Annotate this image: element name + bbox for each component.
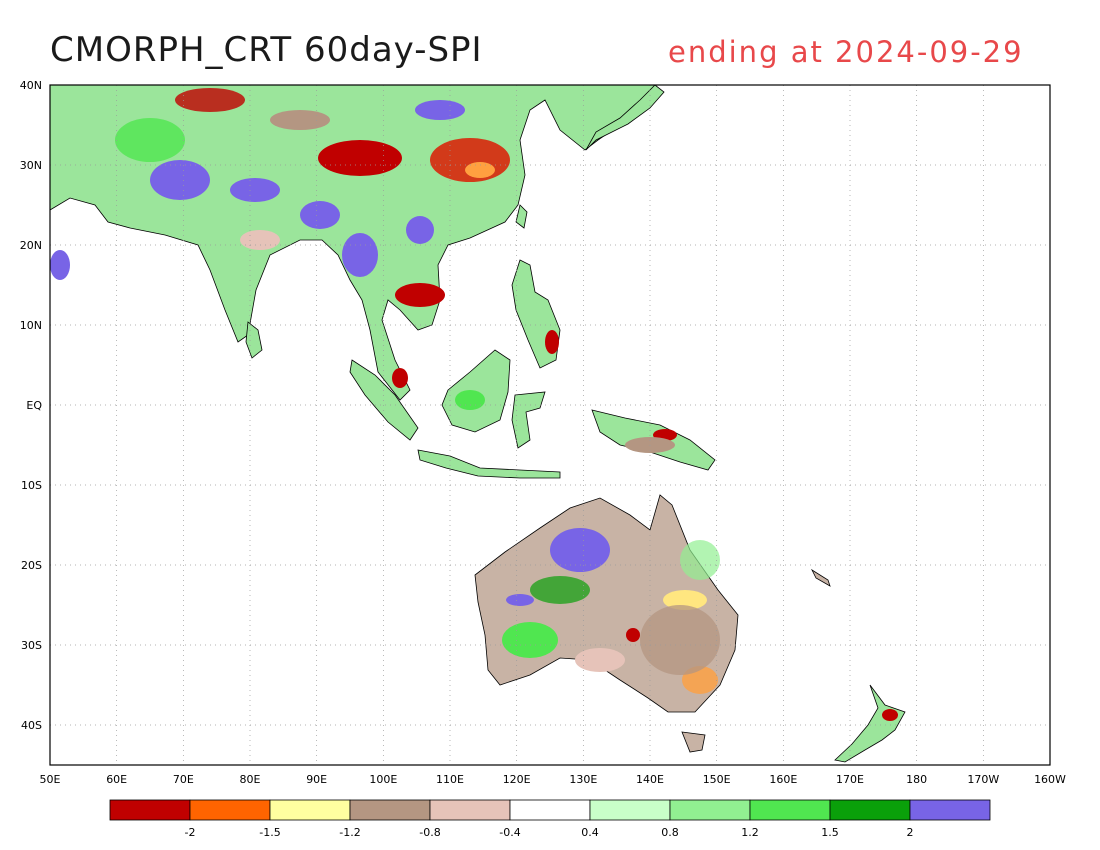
land-layer: [50, 85, 906, 763]
tasmania: [681, 731, 706, 753]
lat-tick-label: 30S: [21, 639, 42, 652]
legend-label: 1.2: [741, 826, 759, 839]
lon-tick-label: 80E: [240, 773, 261, 786]
lon-tick-label: 160E: [769, 773, 797, 786]
sri-lanka: [245, 321, 263, 359]
legend-swatch: [669, 799, 751, 821]
new-caledonia: [811, 568, 831, 587]
legend-label: -1.5: [259, 826, 280, 839]
lat-tick-label: 40N: [20, 79, 42, 92]
lon-tick-label: 130E: [569, 773, 597, 786]
legend-swatch: [429, 799, 511, 821]
legend-label: -2: [185, 826, 196, 839]
legend-swatch: [269, 799, 351, 821]
lon-tick-label: 140E: [636, 773, 664, 786]
lat-tick-label: 40S: [21, 719, 42, 732]
sulawesi: [511, 391, 546, 449]
date-label: ending at 2024-09-29: [668, 35, 1024, 69]
legend-label: -0.8: [419, 826, 440, 839]
lat-tick-label: 30N: [20, 159, 42, 172]
lon-tick-label: 170E: [836, 773, 864, 786]
spi-patches: [50, 88, 898, 721]
legend-label: -0.4: [499, 826, 520, 839]
legend-label: 0.8: [661, 826, 679, 839]
legend-label: -1.2: [339, 826, 360, 839]
legend-swatch: [109, 799, 191, 821]
legend-label: 0.4: [581, 826, 599, 839]
lon-tick-label: 170W: [967, 773, 999, 786]
legend-swatch: [909, 799, 991, 821]
longitude-labels: 50E 60E 70E 80E 90E 100E 110E 120E 130E 140E 150E 1…: [40, 773, 1067, 786]
legend-label: 2: [907, 826, 914, 839]
latitude-labels: 40N 30N 20N 10N EQ 10S 20S 30S 40S: [20, 79, 43, 732]
color-legend: -2 -1.5 -1.2 -0.8 -0.4 0.4 0.8 1.2 1.5 2: [109, 799, 991, 839]
sumatra: [349, 359, 419, 441]
lon-tick-label: 70E: [173, 773, 194, 786]
lon-tick-label: 50E: [40, 773, 61, 786]
map-title: CMORPH_CRT 60day-SPI: [50, 30, 483, 70]
new-zealand: [834, 684, 906, 763]
legend-swatch: [349, 799, 431, 821]
lon-tick-label: 160W: [1034, 773, 1066, 786]
legend-swatch: [829, 799, 911, 821]
lon-tick-label: 180: [906, 773, 927, 786]
map-frame: [49, 84, 1051, 766]
legend-swatch: [749, 799, 831, 821]
taiwan: [515, 204, 528, 229]
lon-tick-label: 60E: [106, 773, 127, 786]
lon-tick-label: 90E: [306, 773, 327, 786]
lon-tick-label: 100E: [369, 773, 397, 786]
lon-tick-label: 150E: [703, 773, 731, 786]
legend-swatch: [589, 799, 671, 821]
lat-tick-label: 10N: [20, 319, 42, 332]
legend-swatch: [509, 799, 591, 821]
lon-tick-label: 110E: [436, 773, 464, 786]
lat-tick-label: 20N: [20, 239, 42, 252]
lat-tick-label: 10S: [21, 479, 42, 492]
lat-tick-label: 20S: [21, 559, 42, 572]
lat-tick-label: EQ: [26, 399, 42, 412]
legend-label: 1.5: [821, 826, 839, 839]
japan: [585, 85, 665, 151]
grid-lines: [50, 85, 1050, 765]
java: [417, 449, 561, 479]
legend-swatch: [189, 799, 271, 821]
lon-tick-label: 120E: [503, 773, 531, 786]
